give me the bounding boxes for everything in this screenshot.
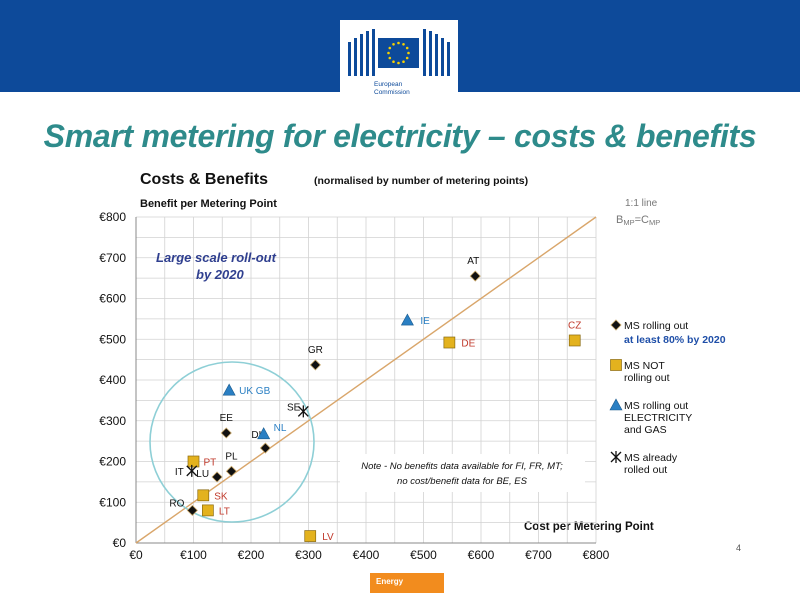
- point-label-at: AT: [467, 256, 479, 267]
- reference-line-label: 1:1 line: [625, 198, 658, 209]
- rollout-annotation-line-2: by 2020: [196, 267, 244, 282]
- point-gr: [309, 359, 321, 371]
- point-label-pt: PT: [204, 458, 217, 469]
- european-commission-logo: European Commission: [340, 20, 458, 118]
- point-at: [469, 270, 481, 282]
- large-scale-rollout-circle: [149, 361, 315, 523]
- point-label-ee: EE: [220, 413, 234, 424]
- y-tick-label: €700: [99, 251, 126, 265]
- page-number: 4: [736, 543, 742, 553]
- point-label-it: IT: [175, 467, 184, 478]
- y-tick-label: €800: [99, 210, 126, 224]
- y-axis-label: Benefit per Metering Point: [140, 198, 277, 210]
- point-ie: [400, 313, 414, 326]
- point-nl: [257, 427, 271, 440]
- note-line-1: Note - No benefits data available for FI…: [361, 461, 563, 472]
- grid: [135, 216, 597, 544]
- costs-benefits-chart: Costs & Benefits (normalised by number o…: [99, 171, 726, 562]
- point-label-dk: DK: [251, 430, 265, 441]
- point-de: [443, 336, 456, 349]
- logo-wordmark: European Commission: [374, 81, 410, 97]
- reference-line-formula: BMP=CMP: [616, 214, 660, 227]
- point-label-sk: SK: [214, 491, 228, 502]
- point-sk: [197, 489, 210, 502]
- point-label-ie: IE: [420, 316, 430, 327]
- y-tick-label: €600: [99, 292, 126, 306]
- legend-label-not_rolling: MS NOT: [624, 360, 665, 372]
- point-label-nl: NL: [274, 423, 287, 434]
- x-tick-label: €100: [180, 548, 207, 562]
- legend: MS rolling out at least 80% by 2020 MS NOT…: [609, 319, 726, 476]
- point-label-lv: LV: [322, 532, 334, 543]
- legend-marker-not_rolling: [610, 359, 622, 371]
- point-cz: [568, 334, 581, 347]
- x-tick-label: €800: [583, 548, 610, 562]
- legend-marker-rolled: [610, 451, 622, 463]
- chart-subtitle: (normalised by number of metering points…: [314, 175, 528, 187]
- rollout-annotation-line-1: Large scale roll-out: [156, 250, 277, 265]
- commission-building-logo-icon: [348, 29, 450, 76]
- point-lt: [202, 504, 214, 517]
- legend-label-rolling: MS rolling out: [624, 320, 688, 332]
- point-label-lu: LU: [196, 469, 209, 480]
- point-pl: [225, 465, 238, 477]
- point-label-gr: GR: [308, 345, 323, 356]
- point-label-de: DE: [461, 339, 475, 350]
- point-it: [186, 464, 198, 477]
- logo-text-line-2: Commission: [374, 89, 410, 96]
- point-lu: [211, 471, 223, 483]
- point-label-lt: LT: [219, 506, 230, 517]
- legend-label-rolled: rolled out: [624, 464, 667, 476]
- point-label-cz: CZ: [568, 320, 581, 331]
- point-label-uk-gb: UK GB: [239, 386, 270, 397]
- x-axis-label: Cost per Metering Point: [524, 521, 654, 533]
- x-tick-label: €0: [129, 548, 143, 562]
- point-label-se: SE: [287, 402, 301, 413]
- point-label-ro: RO: [169, 498, 184, 509]
- x-tick-label: €300: [295, 548, 322, 562]
- legend-label-elec_gas: and GAS: [624, 424, 667, 436]
- x-tick-label: €400: [353, 548, 380, 562]
- legend-highlight-rolling: at least 80% by 2020: [624, 334, 726, 346]
- point-uk-gb: [222, 383, 236, 396]
- point-pt: [187, 455, 200, 468]
- axes: €0 €100 €200 €300 €400 €500 €600 €700 €800 €0 €100…: [99, 210, 609, 562]
- legend-label-not_rolling: rolling out: [624, 372, 670, 384]
- legend-marker-elec_gas: [609, 398, 623, 411]
- point-lv: [304, 530, 317, 542]
- x-tick-label: €600: [468, 548, 495, 562]
- y-tick-label: €200: [99, 455, 126, 469]
- reference-line: [135, 216, 597, 544]
- x-tick-label: €200: [238, 548, 265, 562]
- point-dk: [259, 442, 271, 454]
- point-ro: [186, 504, 198, 516]
- point-se: [297, 405, 309, 418]
- y-tick-label: €400: [99, 373, 126, 387]
- energy-tag: Energy: [370, 573, 444, 593]
- y-tick-label: €100: [99, 495, 126, 509]
- legend-label-elec_gas: MS rolling out: [624, 400, 688, 412]
- x-tick-label: €700: [525, 548, 552, 562]
- legend-label-rolled: MS already: [624, 452, 678, 464]
- x-tick-label: €500: [410, 548, 437, 562]
- point-label-pl: PL: [225, 451, 238, 462]
- slide-title: Smart metering for electricity – costs &…: [43, 118, 757, 154]
- note-line-2: no cost/benefit data for BE, ES: [397, 476, 528, 487]
- logo-text-line-1: European: [374, 81, 403, 88]
- chart-title: Costs & Benefits: [140, 171, 268, 188]
- one-to-one-line: [135, 216, 597, 544]
- y-tick-label: €0: [113, 536, 127, 550]
- point-ee: [220, 427, 232, 439]
- note-box: [340, 454, 585, 492]
- y-tick-label: €500: [99, 332, 126, 346]
- legend-marker-rolling: [610, 319, 622, 331]
- legend-label-elec_gas: ELECTRICITY: [624, 412, 692, 424]
- y-tick-label: €300: [99, 414, 126, 428]
